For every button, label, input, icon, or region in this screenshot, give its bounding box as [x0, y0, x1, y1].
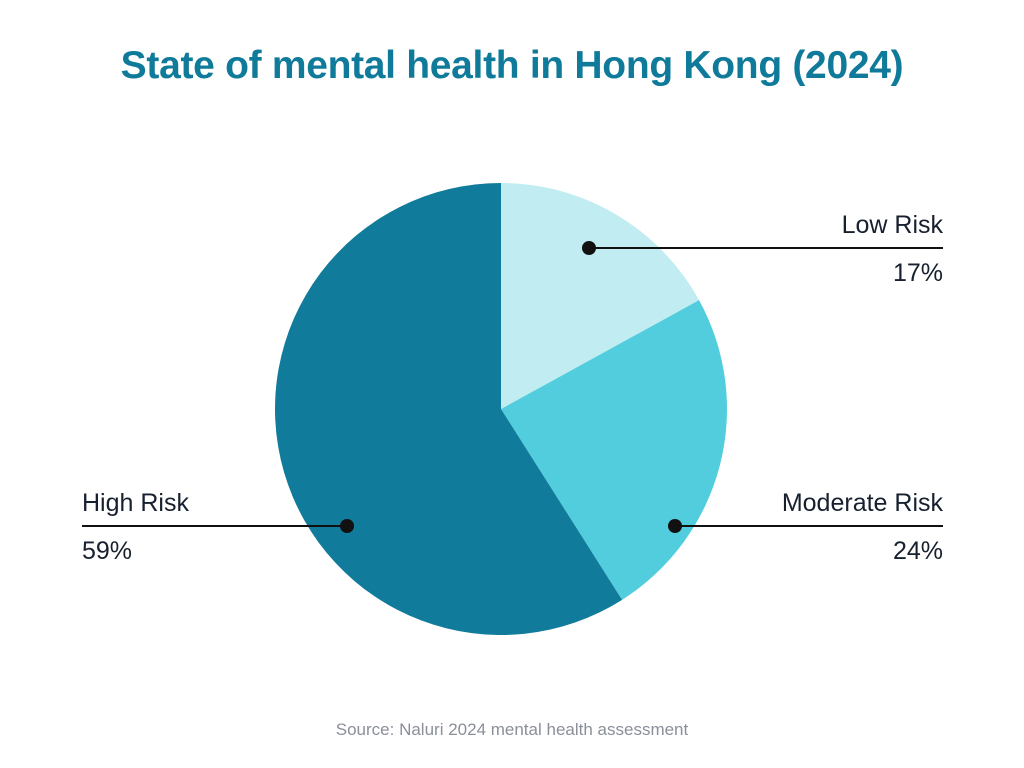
callout-high-risk: High Risk 59% — [82, 489, 354, 565]
callout-moderate-risk: Moderate Risk 24% — [668, 489, 943, 565]
leader-dot-high-risk — [340, 519, 354, 533]
leader-dot-moderate-risk — [668, 519, 682, 533]
chart-source: Source: Naluri 2024 mental health assess… — [335, 720, 689, 739]
pie-slices — [274, 183, 727, 635]
pie-slice-high-risk — [274, 183, 623, 635]
pie-callouts: Low Risk 17% Moderate Risk 24% High Risk… — [82, 211, 943, 565]
slice-label-moderate-risk: Moderate Risk — [782, 489, 944, 517]
callout-low-risk: Low Risk 17% — [582, 211, 943, 287]
pie-slice-low-risk — [501, 183, 700, 409]
slice-value-moderate-risk: 24% — [893, 537, 943, 565]
slice-value-low-risk: 17% — [893, 259, 943, 287]
slice-label-low-risk: Low Risk — [842, 211, 944, 239]
leader-dot-low-risk — [582, 241, 596, 255]
chart-title: State of mental health in Hong Kong (202… — [120, 44, 904, 87]
slice-value-high-risk: 59% — [82, 537, 132, 565]
slice-label-high-risk: High Risk — [82, 489, 189, 517]
